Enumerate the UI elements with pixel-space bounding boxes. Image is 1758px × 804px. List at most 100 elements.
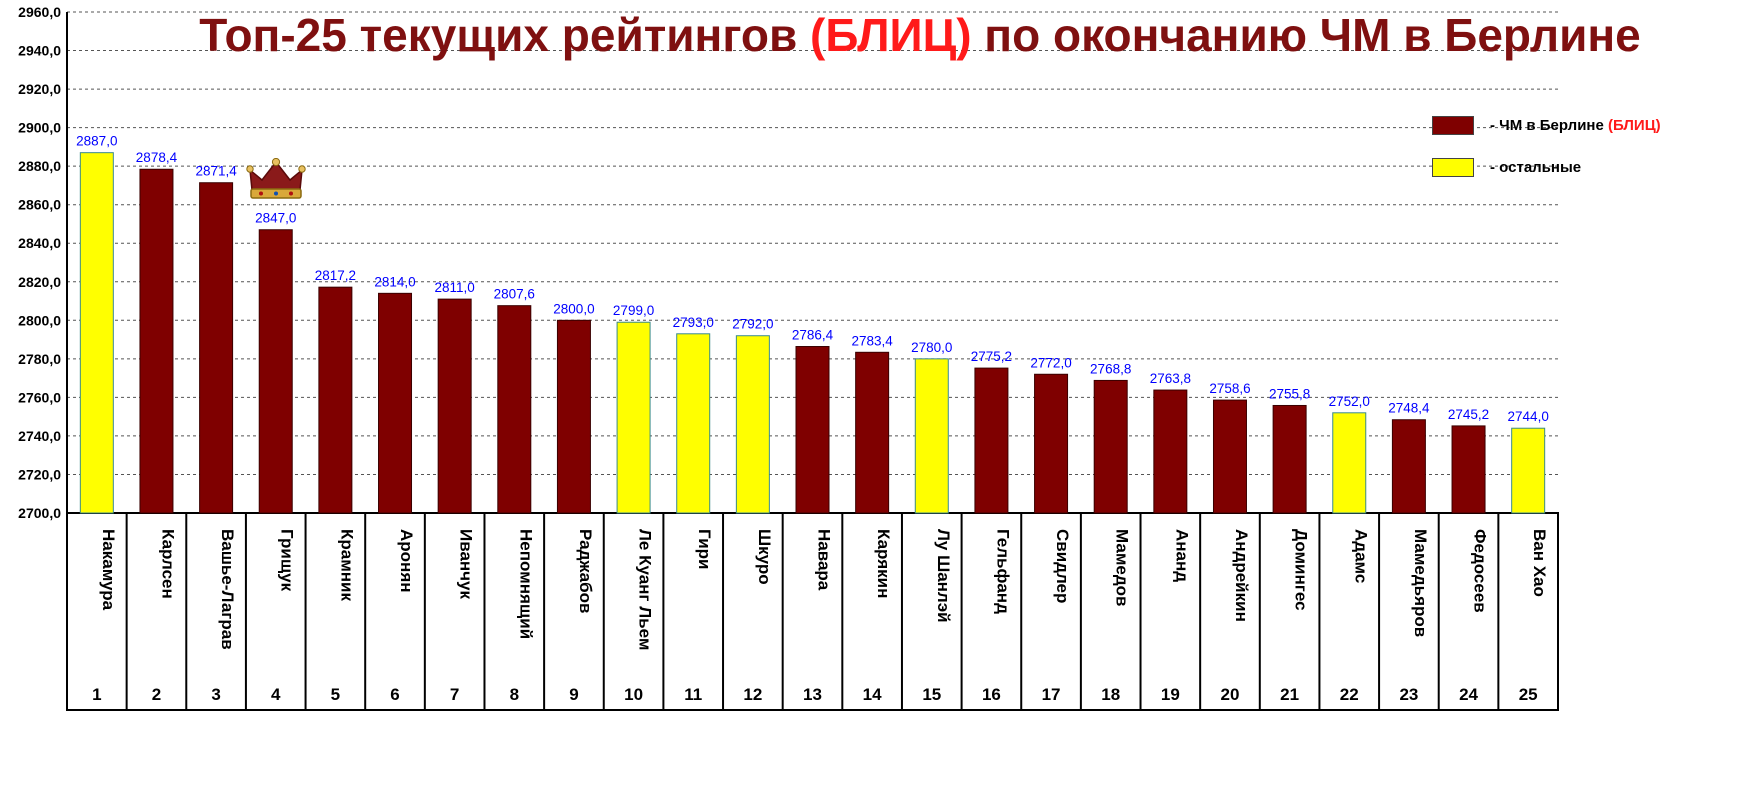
crown-icon bbox=[246, 157, 306, 199]
value-label: 2755,8 bbox=[1269, 386, 1310, 401]
y-tick-label: 2800,0 bbox=[18, 312, 61, 328]
value-label: 2871,4 bbox=[195, 164, 237, 179]
value-label: 2783,4 bbox=[851, 333, 893, 348]
rank-label: 25 bbox=[1519, 685, 1538, 704]
category-label: Раджабов bbox=[576, 529, 595, 613]
legend-label-others-text: - остальные bbox=[1490, 158, 1582, 176]
bar bbox=[378, 292, 413, 514]
category-label: Гири bbox=[695, 529, 714, 570]
bar bbox=[1153, 389, 1188, 514]
rank-label: 20 bbox=[1221, 685, 1240, 704]
value-label: 2807,6 bbox=[494, 287, 535, 302]
y-tick-label: 2920,0 bbox=[18, 81, 61, 97]
rank-label: 4 bbox=[271, 685, 281, 704]
bar bbox=[1212, 399, 1247, 514]
category-label: Аронян bbox=[397, 529, 416, 593]
y-tick-label: 2820,0 bbox=[18, 274, 61, 290]
chart-title-highlight: (БЛИЦ) bbox=[810, 9, 972, 61]
rank-label: 3 bbox=[211, 685, 220, 704]
value-label: 2792,0 bbox=[732, 317, 773, 332]
chart-title: Топ-25 текущих рейтингов (БЛИЦ) по оконч… bbox=[120, 8, 1720, 62]
legend-swatch-berlin bbox=[1432, 115, 1474, 135]
value-label: 2775,2 bbox=[971, 349, 1012, 364]
bar bbox=[974, 367, 1009, 514]
chart-title-prefix: Топ-25 текущих рейтингов bbox=[199, 9, 811, 61]
rank-label: 9 bbox=[569, 685, 578, 704]
legend-label-berlin: - ЧМ в Берлине (БЛИЦ) bbox=[1490, 117, 1661, 134]
bar bbox=[437, 298, 472, 514]
category-label: Карякин bbox=[874, 529, 893, 598]
rank-label: 2 bbox=[152, 685, 161, 704]
rank-label: 8 bbox=[510, 685, 519, 704]
value-label: 2752,0 bbox=[1329, 394, 1370, 409]
y-tick-label: 2940,0 bbox=[18, 43, 61, 59]
category-label: Ле Куанг Льем bbox=[636, 529, 655, 650]
rank-label: 1 bbox=[92, 685, 101, 704]
value-label: 2763,8 bbox=[1150, 371, 1191, 386]
category-label: Мамедьяров bbox=[1411, 529, 1430, 637]
category-label: Федосеев bbox=[1471, 529, 1490, 613]
rank-label: 24 bbox=[1459, 685, 1478, 704]
y-tick-label: 2900,0 bbox=[18, 120, 61, 136]
bar bbox=[616, 321, 651, 514]
value-label: 2887,0 bbox=[76, 134, 117, 149]
bar bbox=[1093, 379, 1128, 514]
legend-label-berlin-highlight: (БЛИЦ) bbox=[1608, 116, 1661, 134]
category-label: Андрейкин bbox=[1232, 529, 1251, 622]
category-label: Ван Хао bbox=[1530, 529, 1549, 597]
category-label: Крамник bbox=[337, 529, 356, 602]
bar bbox=[497, 305, 532, 514]
rank-label: 7 bbox=[450, 685, 459, 704]
value-label: 2847,0 bbox=[255, 211, 296, 226]
value-label: 2793,0 bbox=[673, 315, 714, 330]
bar bbox=[556, 319, 591, 514]
bar bbox=[795, 346, 830, 514]
y-tick-label: 2840,0 bbox=[18, 235, 61, 251]
legend-item-berlin: - ЧМ в Берлине (БЛИЦ) bbox=[1432, 114, 1661, 136]
bar bbox=[855, 351, 890, 514]
legend-label-berlin-text: - ЧМ в Берлине bbox=[1490, 116, 1608, 134]
rank-label: 18 bbox=[1101, 685, 1120, 704]
y-tick-label: 2700,0 bbox=[18, 505, 61, 521]
rank-label: 19 bbox=[1161, 685, 1180, 704]
value-label: 2786,4 bbox=[792, 328, 834, 343]
rank-label: 11 bbox=[684, 685, 702, 704]
category-label: Шкуро bbox=[755, 529, 774, 585]
value-label: 2878,4 bbox=[136, 150, 178, 165]
category-label: Гельфанд bbox=[993, 529, 1012, 614]
y-tick-label: 2760,0 bbox=[18, 389, 61, 405]
rank-label: 13 bbox=[803, 685, 822, 704]
category-label: Грищук bbox=[278, 529, 297, 592]
rank-label: 12 bbox=[743, 685, 762, 704]
bar bbox=[1272, 404, 1307, 514]
rank-label: 10 bbox=[624, 685, 643, 704]
category-label: Свидлер bbox=[1053, 529, 1072, 603]
category-label: Навара bbox=[815, 529, 834, 591]
bar bbox=[1511, 427, 1546, 514]
value-label: 2800,0 bbox=[553, 301, 594, 316]
value-label: 2817,2 bbox=[315, 268, 356, 283]
rank-label: 16 bbox=[982, 685, 1001, 704]
value-label: 2745,2 bbox=[1448, 407, 1489, 422]
rank-label: 15 bbox=[922, 685, 941, 704]
rank-label: 17 bbox=[1042, 685, 1061, 704]
category-label: Вашье-Лаграв bbox=[218, 529, 237, 650]
y-tick-label: 2860,0 bbox=[18, 197, 61, 213]
bar bbox=[258, 229, 293, 514]
value-label: 2768,8 bbox=[1090, 361, 1131, 376]
y-tick-label: 2780,0 bbox=[18, 351, 61, 367]
bar bbox=[735, 335, 770, 514]
rank-label: 23 bbox=[1399, 685, 1418, 704]
value-label: 2780,0 bbox=[911, 340, 952, 355]
value-label: 2758,6 bbox=[1209, 381, 1250, 396]
category-label: Ананд bbox=[1172, 529, 1191, 582]
category-label: Адамс bbox=[1351, 529, 1370, 583]
value-label: 2799,0 bbox=[613, 303, 654, 318]
rank-label: 5 bbox=[331, 685, 340, 704]
category-label: Мамедов bbox=[1113, 529, 1132, 606]
bar bbox=[139, 168, 174, 514]
category-label: Накамура bbox=[99, 529, 118, 611]
rank-label: 14 bbox=[863, 685, 882, 704]
